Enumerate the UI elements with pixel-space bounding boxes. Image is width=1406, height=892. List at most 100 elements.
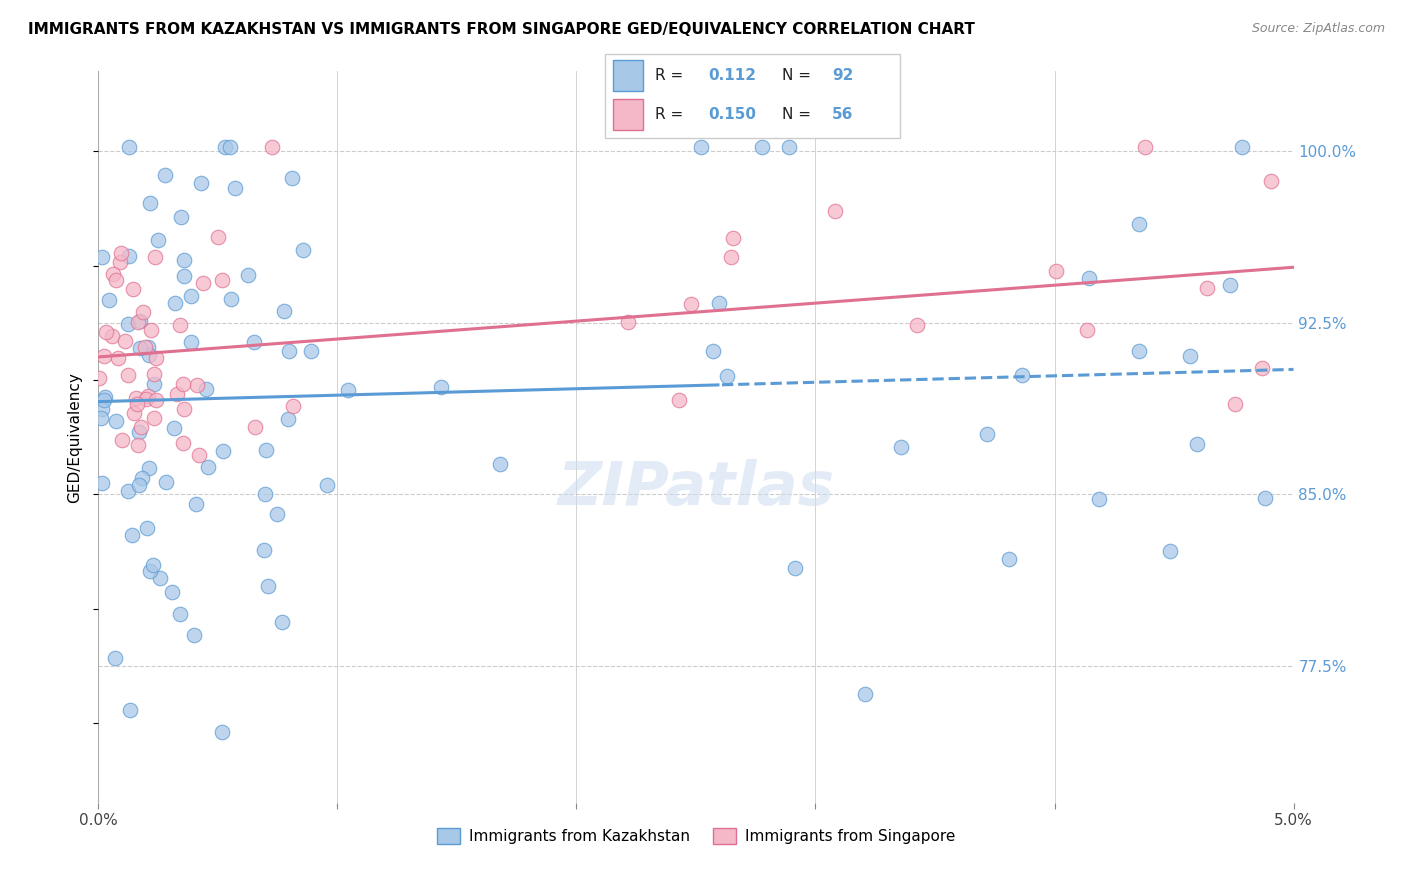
Point [1195, 281, 1218, 295]
Point [207, 229, 229, 244]
Text: 92: 92 [832, 68, 853, 83]
Point [271, 615, 294, 629]
Point [117, 484, 139, 499]
Point [1178, 349, 1201, 363]
Point [489, 458, 512, 472]
Point [976, 427, 998, 442]
Point [1254, 491, 1277, 505]
Point [1133, 140, 1156, 154]
Point [104, 414, 127, 428]
Point [127, 315, 149, 329]
Point [91, 401, 114, 416]
Point [135, 521, 157, 535]
Point [172, 436, 194, 450]
Point [720, 250, 742, 264]
Point [129, 419, 152, 434]
Point [90, 410, 112, 425]
Point [180, 289, 202, 303]
Point [1045, 264, 1067, 278]
Point [94, 326, 117, 340]
Point [1230, 140, 1253, 154]
Point [101, 268, 124, 282]
Point [129, 313, 152, 327]
Text: 56: 56 [832, 107, 853, 122]
Point [172, 376, 194, 391]
Point [132, 305, 155, 319]
Point [180, 334, 202, 349]
Point [145, 393, 167, 408]
Point [135, 392, 157, 407]
Point [266, 508, 288, 522]
Y-axis label: GED/Equivalency: GED/Equivalency [67, 372, 83, 502]
Point [1077, 271, 1099, 285]
Point [905, 318, 928, 332]
Text: Source: ZipAtlas.com: Source: ZipAtlas.com [1251, 22, 1385, 36]
Point [131, 471, 153, 485]
Point [238, 268, 260, 282]
Text: 0.150: 0.150 [709, 107, 756, 122]
Point [292, 244, 315, 258]
Point [197, 459, 219, 474]
Point [824, 203, 846, 218]
Legend: Immigrants from Kazakhstan, Immigrants from Singapore: Immigrants from Kazakhstan, Immigrants f… [430, 822, 962, 850]
Point [117, 368, 139, 383]
Point [155, 475, 177, 489]
Point [1011, 368, 1033, 382]
Point [702, 344, 724, 359]
Point [125, 397, 148, 411]
Point [166, 387, 188, 401]
Point [242, 335, 264, 350]
Point [122, 406, 145, 420]
Point [212, 444, 235, 458]
Point [690, 140, 713, 154]
Point [430, 380, 453, 394]
Point [173, 252, 195, 267]
Point [118, 702, 141, 716]
Point [118, 249, 141, 263]
Point [114, 334, 136, 349]
Point [278, 343, 301, 358]
Point [299, 344, 322, 359]
Point [783, 560, 806, 574]
Point [243, 420, 266, 434]
Point [93, 349, 115, 363]
Point [998, 552, 1021, 566]
Point [134, 340, 156, 354]
Point [194, 382, 217, 396]
Point [146, 233, 169, 247]
Point [104, 650, 127, 665]
Point [1076, 322, 1098, 336]
Point [98, 293, 121, 308]
Point [1128, 343, 1150, 358]
Point [254, 487, 277, 501]
Point [262, 140, 284, 154]
Point [107, 351, 129, 365]
Point [751, 140, 773, 154]
Point [211, 724, 233, 739]
Point [87, 371, 110, 385]
Point [1087, 491, 1109, 506]
Point [121, 282, 143, 296]
Point [219, 292, 242, 306]
Point [143, 250, 166, 264]
Point [709, 296, 731, 310]
Point [138, 348, 160, 362]
Text: R =: R = [655, 68, 688, 83]
Point [149, 571, 172, 585]
Point [128, 341, 150, 355]
Text: N =: N = [782, 107, 815, 122]
Point [128, 478, 150, 492]
Point [143, 411, 166, 425]
Point [108, 255, 131, 269]
Point [93, 393, 115, 408]
Point [160, 585, 183, 599]
Point [94, 391, 117, 405]
Text: ZIPatlas: ZIPatlas [557, 458, 835, 517]
Point [191, 276, 214, 290]
Point [121, 528, 143, 542]
Text: N =: N = [782, 68, 815, 83]
Point [153, 168, 176, 182]
Point [1251, 360, 1274, 375]
Point [186, 378, 208, 392]
Point [169, 318, 191, 332]
